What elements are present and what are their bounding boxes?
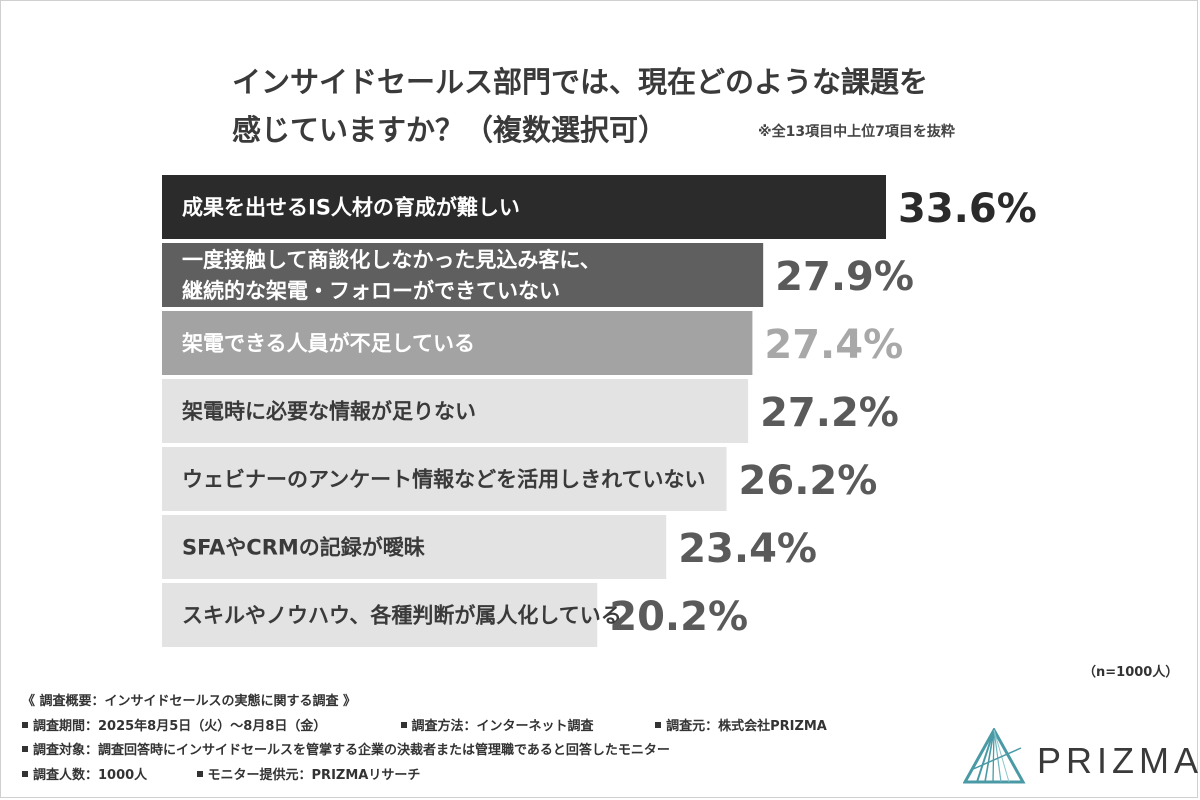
chart-title-line2: 感じていますか？（複数選択可） bbox=[232, 113, 668, 147]
prism-triangle-icon bbox=[963, 728, 1026, 784]
overview-period: 調査期間：2025年8月5日（火）～8月8日（金） bbox=[22, 715, 396, 740]
bar-1 bbox=[162, 175, 886, 239]
overview-method: 調査方法：インターネット調査 bbox=[401, 715, 651, 740]
bar-label-7: スキルやノウハウ、各種判断が属人化している bbox=[182, 604, 622, 628]
bar-label-2-line1: 一度接触して商談化しなかった見込み客に、 bbox=[182, 248, 601, 272]
bar-label-3: 架電できる人員が不足している bbox=[182, 332, 475, 356]
value-label-6: 23.4% bbox=[678, 526, 817, 572]
value-label-2: 27.9% bbox=[775, 254, 914, 300]
bar-label-1: 成果を出せるIS人材の育成が難しい bbox=[182, 196, 520, 220]
bar-label-5: ウェビナーのアンケート情報などを活用しきれていない bbox=[182, 468, 706, 492]
survey-overview: 《 調査概要：インサイドセールスの実態に関する調査 》 調査期間：2025年8月… bbox=[22, 690, 922, 788]
prizma-logo-text: PRIZMA bbox=[1037, 740, 1200, 781]
chart-title-line1: インサイドセールス部門では、現在どのような課題を bbox=[232, 65, 929, 99]
overview-provider: モニター提供元：PRIZMAリサーチ bbox=[197, 764, 421, 789]
overview-count: 調査人数：1000人 bbox=[22, 764, 192, 789]
overview-row-3: 調査人数：1000人 モニター提供元：PRIZMAリサーチ bbox=[22, 764, 922, 789]
bar-5 bbox=[162, 447, 727, 511]
excerpt-note: ※全13項目中上位7項目を抜粋 bbox=[758, 124, 955, 140]
overview-organizer: 調査元：株式会社PRIZMA bbox=[655, 715, 827, 740]
bar-7 bbox=[162, 583, 598, 647]
value-label-7: 20.2% bbox=[609, 594, 748, 640]
overview-heading: 《 調査概要：インサイドセールスの実態に関する調査 》 bbox=[22, 694, 357, 709]
bar-2 bbox=[162, 243, 764, 307]
value-label-5: 26.2% bbox=[739, 458, 878, 504]
overview-target: 調査対象：調査回答時にインサイドセールスを管掌する企業の決裁者または管理職である… bbox=[22, 739, 670, 764]
value-label-4: 27.2% bbox=[760, 390, 899, 436]
value-label-3: 27.4% bbox=[764, 322, 903, 368]
bar-label-4: 架電時に必要な情報が足りない bbox=[182, 400, 476, 424]
bar-label-6: SFAやCRMの記録が曖昧 bbox=[182, 536, 426, 560]
sample-size-note: （n=1000人） bbox=[1083, 665, 1179, 680]
overview-row-1: 調査期間：2025年8月5日（火）～8月8日（金） 調査方法：インターネット調査… bbox=[22, 715, 922, 740]
bar-chart: 成果を出せるIS人材の育成が難しい 33.6% 一度接触して商談化しなかった見込み客… bbox=[162, 175, 1037, 647]
bar-3 bbox=[162, 311, 753, 375]
value-label-1: 33.6% bbox=[898, 186, 1037, 232]
bar-6 bbox=[162, 515, 667, 579]
bar-label-2-line2: 継続的な架電・フォローができていない bbox=[182, 279, 560, 303]
overview-row-2: 調査対象：調査回答時にインサイドセールスを管掌する企業の決裁者または管理職である… bbox=[22, 739, 922, 764]
chart-title: インサイドセールス部門では、現在どのような課題を 感じていますか？（複数選択可） bbox=[232, 58, 928, 154]
bar-4 bbox=[162, 379, 749, 443]
